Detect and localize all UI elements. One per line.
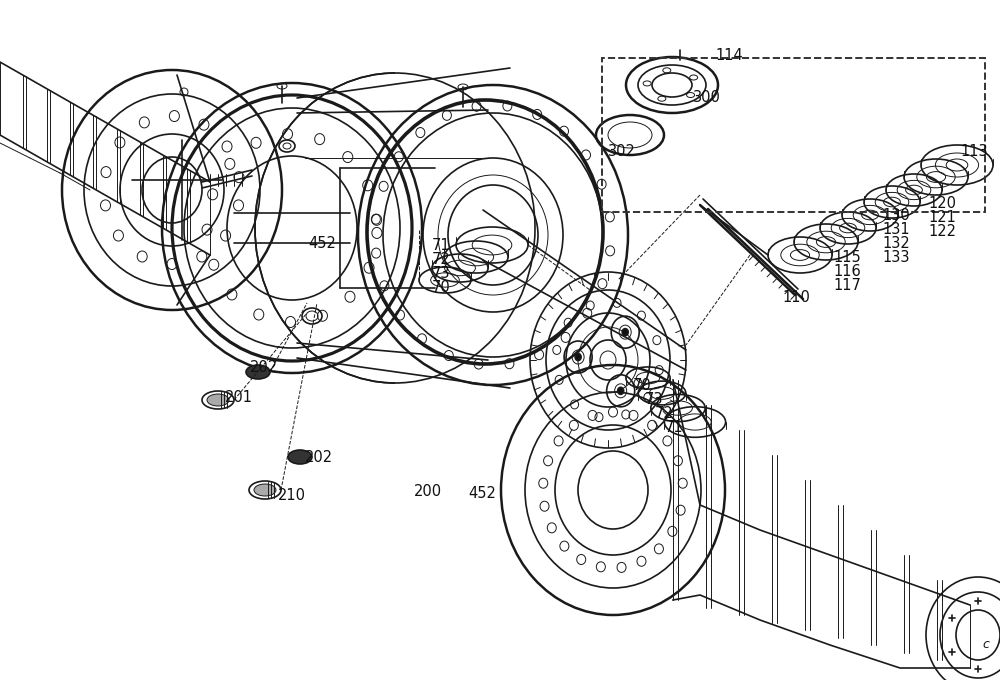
- Text: 116: 116: [833, 265, 861, 279]
- Text: 210: 210: [278, 488, 306, 503]
- Text: 131: 131: [882, 222, 910, 237]
- Text: 202: 202: [305, 450, 333, 466]
- Bar: [602, 58, 985, 212]
- Ellipse shape: [618, 388, 624, 394]
- Text: 130: 130: [882, 207, 910, 222]
- Text: 202: 202: [250, 360, 278, 375]
- Text: 132: 132: [882, 235, 910, 250]
- Text: 201: 201: [225, 390, 253, 405]
- Text: 70: 70: [633, 377, 652, 392]
- Text: 200: 200: [414, 483, 442, 498]
- Text: 452: 452: [468, 486, 496, 502]
- Text: 110: 110: [782, 290, 810, 305]
- Ellipse shape: [288, 450, 312, 464]
- Text: 121: 121: [928, 209, 956, 224]
- Text: 70: 70: [432, 280, 451, 296]
- Text: 73: 73: [432, 267, 450, 282]
- Text: 72: 72: [432, 252, 451, 267]
- Text: 113: 113: [960, 145, 988, 160]
- Ellipse shape: [254, 484, 276, 496]
- Ellipse shape: [207, 394, 229, 406]
- Text: 71: 71: [665, 420, 684, 435]
- Text: 72: 72: [655, 405, 674, 420]
- Ellipse shape: [246, 365, 270, 379]
- Ellipse shape: [575, 354, 581, 360]
- Text: 122: 122: [928, 224, 956, 239]
- Text: 133: 133: [882, 250, 910, 265]
- Text: 115: 115: [833, 250, 861, 265]
- Text: 117: 117: [833, 279, 861, 294]
- Ellipse shape: [622, 328, 628, 336]
- Text: 300: 300: [693, 90, 721, 105]
- Text: c: c: [983, 639, 989, 651]
- Text: 114: 114: [715, 48, 743, 63]
- Text: 73: 73: [645, 392, 664, 407]
- Text: 452: 452: [308, 237, 336, 252]
- Text: 120: 120: [928, 196, 956, 211]
- Text: 71: 71: [432, 239, 451, 254]
- Text: 302: 302: [608, 145, 636, 160]
